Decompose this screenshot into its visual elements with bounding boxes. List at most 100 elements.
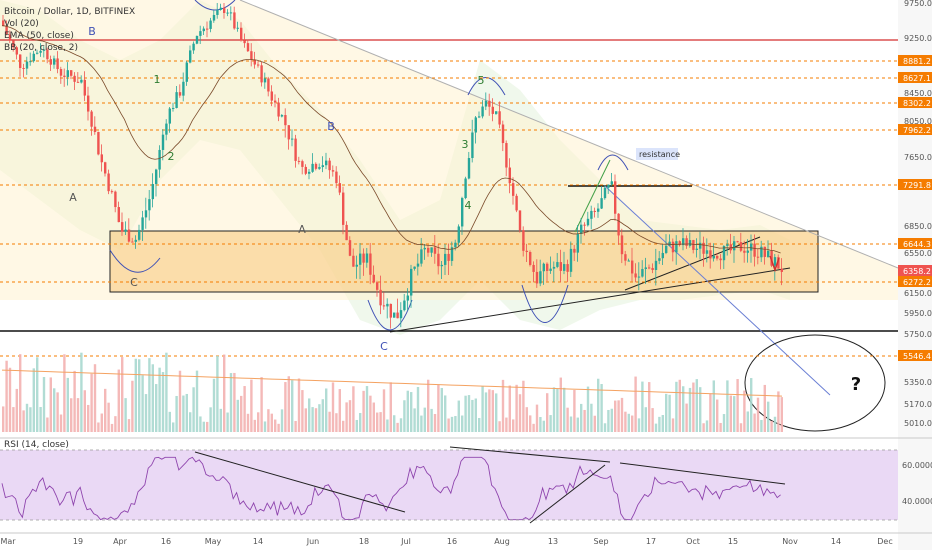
- ema-legend[interactable]: EMA (50, close): [4, 31, 74, 41]
- candle-body-131: [447, 253, 450, 261]
- volume-bar-188: [641, 381, 644, 432]
- volume-bar-105: [359, 413, 362, 432]
- volume-bar-40: [138, 359, 141, 432]
- annotation-2: C: [130, 276, 138, 289]
- volume-bar-155: [529, 415, 532, 432]
- volume-bar-151: [515, 384, 518, 432]
- volume-bar-204: [695, 379, 698, 432]
- candle-body-229: [780, 268, 783, 272]
- candle-body-94: [321, 165, 324, 168]
- candle-body-77: [263, 78, 267, 83]
- volume-bar-53: [182, 395, 185, 432]
- volume-bar-152: [518, 394, 522, 432]
- candle-body-206: [702, 242, 705, 254]
- volume-bar-173: [590, 403, 593, 432]
- price-axis-label-10: 5350.0: [904, 378, 932, 387]
- volume-bar-124: [423, 407, 426, 432]
- candle-body-156: [532, 264, 535, 272]
- volume-bar-62: [212, 378, 216, 432]
- candle-body-27: [93, 126, 97, 133]
- bb-legend[interactable]: BB (20, close, 2): [4, 43, 78, 53]
- x-tick-2: Apr: [113, 537, 128, 546]
- volume-bar-47: [161, 372, 165, 432]
- volume-bar-168: [573, 389, 576, 432]
- x-tick-16: Nov: [782, 537, 798, 546]
- volume-bar-13: [46, 417, 49, 432]
- candle-body-8: [29, 61, 32, 63]
- candle-body-87: [297, 160, 301, 162]
- volume-bar-181: [617, 400, 620, 432]
- volume-bar-35: [121, 357, 124, 432]
- volume-bar-163: [556, 388, 559, 432]
- volume-bar-34: [117, 369, 120, 432]
- volume-bar-156: [532, 423, 535, 432]
- candle-body-193: [658, 258, 661, 261]
- volume-bar-87: [297, 378, 301, 432]
- candle-body-173: [590, 210, 593, 219]
- volume-bar-48: [165, 352, 168, 432]
- volume-bar-145: [495, 393, 498, 432]
- volume-bar-178: [607, 409, 610, 432]
- volume-bar-149: [508, 385, 511, 432]
- candle-body-195: [665, 245, 668, 253]
- x-tick-10: Aug: [494, 537, 510, 546]
- volume-bar-115: [393, 415, 396, 432]
- symbol-title[interactable]: Bitcoin / Dollar, 1D, BITFINEX: [4, 7, 135, 17]
- candle-body-124: [423, 247, 426, 250]
- volume-bar-24: [83, 390, 86, 432]
- volume-bar-190: [648, 382, 651, 432]
- volume-bar-183: [624, 411, 627, 432]
- price-axis-label-0: 9750.0: [904, 0, 932, 8]
- volume-bar-68: [233, 372, 236, 432]
- annotation-10: C: [380, 340, 388, 353]
- candle-body-97: [331, 170, 335, 172]
- volume-bar-195: [665, 393, 668, 432]
- candle-body-171: [583, 224, 586, 226]
- volume-bar-177: [603, 423, 607, 432]
- candle-body-62: [212, 14, 216, 21]
- candle-body-26: [90, 111, 93, 127]
- volume-bar-65: [223, 354, 226, 432]
- volume-bar-128: [437, 384, 440, 432]
- volume-bar-225: [767, 401, 770, 432]
- price-tag-1: 8627.1: [903, 74, 931, 83]
- volume-legend[interactable]: Vol (20): [4, 19, 39, 29]
- annotation-9: B: [327, 120, 335, 133]
- candle-body-188: [641, 269, 644, 277]
- candle-body-92: [314, 163, 318, 169]
- volume-bar-126: [430, 408, 433, 432]
- candle-body-198: [675, 241, 678, 253]
- candle-body-138: [471, 132, 474, 159]
- volume-bar-99: [338, 389, 341, 432]
- rsi-legend[interactable]: RSI (14, close): [4, 440, 69, 450]
- price-tag-bg-5: [898, 238, 932, 249]
- candle-body-153: [522, 230, 525, 251]
- candle-body-109: [372, 274, 375, 283]
- volume-bar-10: [36, 357, 39, 432]
- candle-body-33: [114, 191, 117, 208]
- candle-body-1: [5, 25, 8, 35]
- price-axis-label-3: 8050.0: [904, 117, 932, 126]
- annotation-7: 5: [478, 74, 485, 87]
- candle-body-162: [552, 266, 556, 269]
- candle-body-72: [246, 43, 250, 52]
- volume-bar-185: [631, 415, 634, 432]
- volume-bar-135: [461, 415, 464, 432]
- x-tick-18: Dec: [877, 537, 892, 546]
- candle-body-25: [87, 95, 90, 112]
- volume-bar-0: [2, 406, 5, 432]
- candle-body-112: [382, 305, 386, 307]
- volume-bar-54: [185, 393, 188, 432]
- volume-bar-122: [416, 386, 420, 432]
- candle-body-199: [678, 241, 681, 246]
- volume-bar-103: [352, 386, 355, 432]
- price-tag-4: 7291.8: [903, 181, 931, 190]
- candle-body-200: [682, 238, 685, 246]
- volume-bar-72: [246, 413, 250, 432]
- candle-body-9: [32, 53, 35, 62]
- candle-body-166: [566, 264, 569, 272]
- volume-bar-129: [440, 387, 443, 432]
- candle-body-11: [39, 50, 42, 53]
- candle-body-121: [413, 266, 416, 269]
